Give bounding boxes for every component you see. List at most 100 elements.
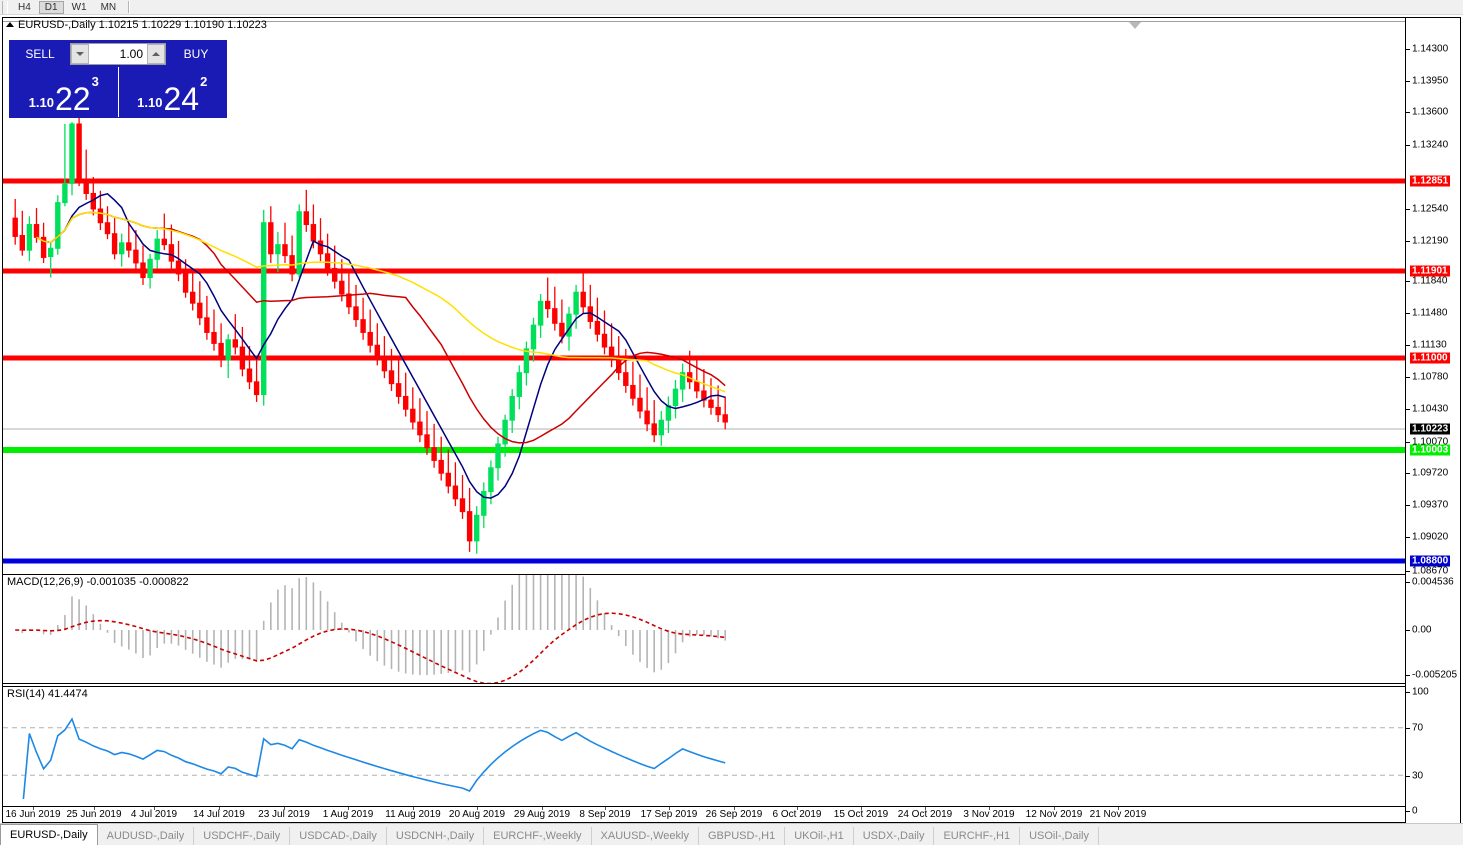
collapse-triangle-icon[interactable] <box>6 22 14 27</box>
chart-scroll-marker-icon[interactable] <box>1129 22 1141 29</box>
trade-panel-header: SELL 1.00 BUY <box>10 41 226 67</box>
candle-body <box>523 348 530 374</box>
buy-price-quote[interactable]: 1.10 24 2 <box>117 67 227 117</box>
chart-tab-eurchf--weekly[interactable]: EURCHF-,Weekly <box>484 827 592 845</box>
chart-tab-xauusd--weekly[interactable]: XAUUSD-,Weekly <box>592 827 699 845</box>
volume-decrease-button[interactable] <box>71 44 89 64</box>
price-axis-label: 1.13240 <box>1412 139 1449 151</box>
candle-body <box>282 244 288 257</box>
candle-body <box>672 388 679 407</box>
rsi-plot <box>3 717 1407 799</box>
sell-price-big: 22 <box>54 81 91 117</box>
candle-body <box>76 123 82 183</box>
candle-body <box>410 408 416 423</box>
candle-body <box>573 291 579 315</box>
date-axis-label: 1 Aug 2019 <box>322 809 374 820</box>
date-axis-label: 11 Aug 2019 <box>385 809 441 820</box>
chart-tab-bar[interactable]: EURUSD-,Daily AUDUSD-,Daily USDCHF-,Daily U… <box>0 823 1463 845</box>
date-axis-label: 8 Sep 2019 <box>579 809 631 820</box>
candle-body <box>559 322 565 337</box>
buy-price-big: 24 <box>163 81 200 117</box>
candle-body <box>168 244 175 262</box>
rsi-axis-tick <box>1406 811 1410 812</box>
price-axis-label: 1.09370 <box>1412 499 1449 511</box>
rsi-axis-tick <box>1406 728 1410 729</box>
buy-price-fraction: 2 <box>200 74 208 89</box>
candle-body <box>126 242 132 251</box>
candle-body <box>516 372 522 397</box>
candle-body <box>161 238 168 246</box>
level-price-label-red: 1.12851 <box>1410 175 1451 187</box>
candle-body <box>33 224 40 238</box>
candle-body <box>488 467 494 493</box>
candle-body <box>417 421 423 436</box>
chart-tab-audusd--daily[interactable]: AUDUSD-,Daily <box>98 827 195 845</box>
date-axis-label: 17 Sep 2019 <box>640 809 698 820</box>
chart-tab-usdchf--daily[interactable]: USDCHF-,Daily <box>194 827 291 845</box>
moving-average-line <box>36 211 726 444</box>
buy-price-prefix: 1.10 <box>137 95 163 110</box>
sell-button[interactable]: SELL <box>25 47 55 61</box>
chart-tab-eurusd--daily[interactable]: EURUSD-,Daily <box>0 824 98 845</box>
date-axis-tick <box>413 807 414 810</box>
volume-stepper[interactable]: 1.00 <box>70 43 166 65</box>
chart-tab-usdx--daily[interactable]: USDX-,Daily <box>854 827 935 845</box>
date-axis-label: 26 Sep 2019 <box>705 809 763 820</box>
timeframe-button-d1[interactable]: D1 <box>38 0 64 14</box>
date-axis-tick <box>219 807 220 810</box>
level-price-label-green: 1.10003 <box>1410 444 1451 456</box>
chart-title: EURUSD-,Daily 1.10215 1.10229 1.10190 1.… <box>6 19 267 31</box>
price-axis[interactable]: 1.14300 1.13950 1.13600 1.13240 1.12851 1.125… <box>1405 18 1460 824</box>
rsi-axis-label: 100 <box>1412 686 1429 698</box>
candle-body <box>154 238 160 260</box>
date-axis-label: 21 Nov 2019 <box>1089 809 1147 820</box>
rsi-pane[interactable]: RSI(14) 41.4474 <box>3 686 1407 814</box>
chart-tab-usdcnh--daily[interactable]: USDCNH-,Daily <box>387 827 485 845</box>
date-axis-tick <box>477 807 478 810</box>
candle-body <box>346 293 352 308</box>
volume-increase-button[interactable] <box>147 44 165 64</box>
chart-tab-eurchf--h1[interactable]: EURCHF-,H1 <box>934 827 1021 845</box>
candle-body <box>715 406 721 416</box>
date-axis-tick <box>33 807 34 810</box>
macd-axis-tick <box>1406 582 1410 583</box>
date-axis-tick <box>669 807 670 810</box>
price-axis-label: 1.11480 <box>1412 307 1448 319</box>
macd-plot <box>15 575 727 683</box>
price-pane[interactable] <box>3 23 1407 571</box>
one-click-trading-panel[interactable]: SELL 1.00 BUY 1.10 22 3 <box>9 40 227 118</box>
chart-tab-usoil--daily[interactable]: USOil-,Daily <box>1020 827 1099 845</box>
price-axis-label: 1.09020 <box>1412 531 1449 543</box>
buy-button[interactable]: BUY <box>183 47 209 61</box>
candle-body <box>261 222 267 396</box>
toolbar-grip[interactable] <box>2 0 8 14</box>
macd-pane[interactable]: MACD(12,26,9) -0.001035 -0.000822 <box>3 574 1407 684</box>
candle-body <box>580 291 586 308</box>
candle-body <box>374 344 381 359</box>
chart-top-track <box>3 18 1407 22</box>
price-axis-tick <box>1406 281 1410 282</box>
timeframe-button-w1[interactable]: W1 <box>71 1 87 13</box>
candle-body <box>332 267 338 282</box>
date-axis[interactable]: 16 Jun 2019 25 Jun 2019 4 Jul 2019 14 Jul 2… <box>3 806 1407 822</box>
sell-price-quote[interactable]: 1.10 22 3 <box>10 67 118 117</box>
rsi-axis-label: 0 <box>1412 805 1418 817</box>
candle-body <box>268 222 274 255</box>
price-axis-tick <box>1406 537 1410 538</box>
date-axis-label: 14 Jul 2019 <box>193 809 245 820</box>
candle-body <box>111 233 118 255</box>
candle-body <box>644 410 650 425</box>
price-axis-label: 1.10780 <box>1412 371 1449 383</box>
macd-axis-label: -0.005205 <box>1412 669 1458 681</box>
chart-tab-usdcad--daily[interactable]: USDCAD-,Daily <box>290 827 387 845</box>
chart-tab-gbpusd--h1[interactable]: GBPUSD-,H1 <box>699 827 786 845</box>
date-axis-tick <box>284 807 285 810</box>
macd-axis-tick <box>1406 630 1410 631</box>
candle-body <box>537 300 544 326</box>
volume-input[interactable]: 1.00 <box>119 47 143 61</box>
timeframe-button-h4[interactable]: H4 <box>18 1 31 13</box>
timeframe-button-mn[interactable]: MN <box>100 1 117 13</box>
date-axis-tick <box>542 807 543 810</box>
chart-tab-ukoil--h1[interactable]: UKOil-,H1 <box>785 827 854 845</box>
